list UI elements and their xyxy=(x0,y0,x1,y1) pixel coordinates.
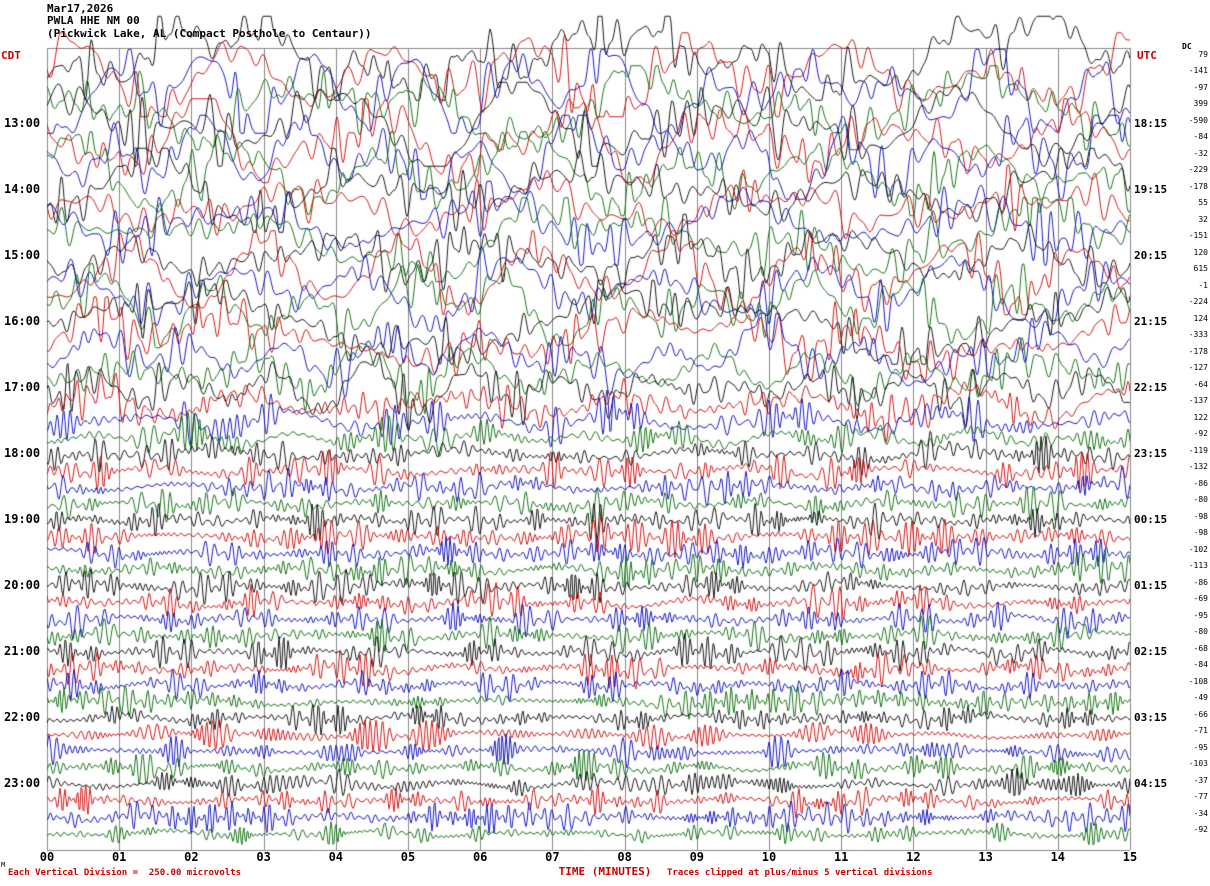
cdt-hour-label: 19:00 xyxy=(4,512,41,527)
x-tick-label: 11 xyxy=(833,850,849,864)
dc-offset-value: -64 xyxy=(1193,379,1208,389)
cdt-hour-label: 17:00 xyxy=(4,380,41,395)
dc-offset-value: -108 xyxy=(1188,676,1208,686)
dc-offset-value: -137 xyxy=(1188,396,1208,405)
utc-hour-label: 02:15 xyxy=(1134,645,1168,659)
x-tick-label: 08 xyxy=(617,850,632,864)
dc-offset-header: DC xyxy=(1182,42,1192,51)
dc-offset-value: -224 xyxy=(1188,297,1208,306)
dc-offset-value: -333 xyxy=(1188,330,1208,339)
dc-offset-value: -178 xyxy=(1188,181,1208,191)
x-tick-label: 14 xyxy=(1050,850,1066,864)
footer-scale-note: Each Vertical Division = 250.00 microvol… xyxy=(8,868,241,878)
utc-hour-label: 00:15 xyxy=(1134,513,1168,527)
utc-hour-label: 18:15 xyxy=(1134,117,1168,131)
cdt-hour-label: 13:00 xyxy=(4,116,41,131)
x-tick-label: 04 xyxy=(328,850,344,864)
dc-offset-value: -229 xyxy=(1188,165,1208,174)
dc-offset-value: -92 xyxy=(1193,825,1208,834)
dc-offset-value: 122 xyxy=(1193,412,1208,422)
cdt-hour-label: 18:00 xyxy=(4,446,41,461)
dc-offset-value: -86 xyxy=(1193,478,1208,488)
dc-offset-value: -49 xyxy=(1193,693,1208,702)
cdt-hour-label: 16:00 xyxy=(4,314,41,329)
utc-hour-label: 23:15 xyxy=(1134,447,1168,461)
dc-offset-value: -68 xyxy=(1193,643,1208,653)
utc-hour-label: 01:15 xyxy=(1134,579,1168,593)
dc-offset-value: -1 xyxy=(1198,280,1208,290)
corner-mark: M xyxy=(1,861,6,869)
x-axis-title: TIME (MINUTES) xyxy=(558,865,652,878)
cdt-hour-label: 21:00 xyxy=(4,644,41,659)
dc-offset-value: 79 xyxy=(1198,49,1208,59)
dc-offset-value: 399 xyxy=(1193,99,1208,108)
dc-offset-value: 32 xyxy=(1198,214,1208,224)
right-timezone-label: UTC xyxy=(1137,49,1157,62)
dc-offset-value: -132 xyxy=(1188,462,1208,471)
dc-offset-value: -103 xyxy=(1188,759,1208,768)
cdt-hour-label: 22:00 xyxy=(4,710,41,725)
dc-offset-value: 124 xyxy=(1193,313,1208,323)
dc-offset-value: -84 xyxy=(1193,660,1208,669)
dc-offset-value: 55 xyxy=(1198,198,1208,207)
dc-offset-value: 120 xyxy=(1193,247,1208,257)
dc-offset-value: -95 xyxy=(1193,742,1208,752)
dc-offset-value: -80 xyxy=(1193,495,1208,504)
footer-clip-note: Traces clipped at plus/minus 5 vertical … xyxy=(667,868,933,878)
cdt-hour-label: 20:00 xyxy=(4,578,41,593)
dc-offset-value: -98 xyxy=(1193,528,1208,537)
utc-hour-label: 21:15 xyxy=(1134,315,1168,329)
x-tick-label: 07 xyxy=(545,850,560,864)
dc-offset-value: -95 xyxy=(1193,610,1208,620)
dc-offset-value: -127 xyxy=(1188,363,1208,372)
dc-offset-value: -69 xyxy=(1193,594,1208,603)
dc-offset-value: -32 xyxy=(1193,148,1208,158)
dc-offset-value: -119 xyxy=(1188,445,1208,455)
utc-hour-label: 03:15 xyxy=(1134,711,1168,725)
cdt-hour-label: 23:00 xyxy=(4,776,41,791)
dc-offset-value: -84 xyxy=(1193,132,1208,141)
cdt-hour-label: 15:00 xyxy=(4,248,41,263)
utc-hour-label: 04:15 xyxy=(1134,777,1168,791)
left-timezone-label: CDT xyxy=(1,49,21,62)
x-tick-label: 01 xyxy=(111,850,127,864)
dc-offset-value: -151 xyxy=(1188,231,1208,240)
dc-offset-value: -37 xyxy=(1193,775,1208,785)
x-tick-label: 00 xyxy=(39,850,55,864)
dc-offset-value: -71 xyxy=(1193,726,1208,735)
dc-offset-value: -92 xyxy=(1193,429,1208,438)
x-tick-label: 06 xyxy=(472,850,488,864)
cdt-hour-label: 14:00 xyxy=(4,182,41,197)
utc-hour-label: 20:15 xyxy=(1134,249,1168,263)
dc-offset-value: -102 xyxy=(1188,544,1208,554)
utc-hour-label: 19:15 xyxy=(1134,183,1168,197)
x-tick-label: 03 xyxy=(256,850,271,864)
dc-offset-value: -86 xyxy=(1193,577,1208,587)
dc-offset-value: -178 xyxy=(1188,346,1208,356)
dc-offset-value: 615 xyxy=(1193,264,1208,273)
dc-offset-value: -98 xyxy=(1193,511,1208,521)
dc-offset-value: -77 xyxy=(1193,792,1208,801)
dc-offset-value: -80 xyxy=(1193,627,1208,636)
x-tick-label: 09 xyxy=(689,850,705,864)
dc-offset-value: -97 xyxy=(1193,82,1208,92)
x-tick-label: 15 xyxy=(1122,850,1138,864)
x-tick-label: 12 xyxy=(906,850,921,864)
x-tick-label: 02 xyxy=(184,850,199,864)
dc-offset-value: -141 xyxy=(1188,66,1208,75)
x-tick-label: 13 xyxy=(978,850,993,864)
utc-hour-label: 22:15 xyxy=(1134,381,1168,395)
x-tick-label: 10 xyxy=(761,850,777,864)
dc-offset-value: -590 xyxy=(1188,115,1208,125)
dc-offset-value: -113 xyxy=(1188,561,1208,570)
x-tick-label: 05 xyxy=(400,850,416,864)
dc-offset-value: -66 xyxy=(1193,709,1208,719)
dc-offset-value: -34 xyxy=(1193,808,1208,818)
